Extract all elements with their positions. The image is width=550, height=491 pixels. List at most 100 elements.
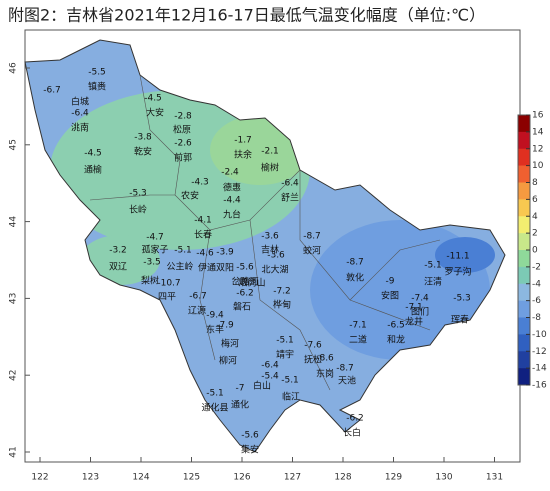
- station-value: -5.1: [424, 261, 442, 271]
- station-value: -4.5: [144, 94, 162, 104]
- station-name: 敦化: [346, 272, 364, 284]
- station-value: -7.1: [349, 321, 367, 331]
- colorbar-segment: [518, 148, 530, 166]
- station-name: 公主岭: [166, 261, 193, 273]
- colorbar-tick-label: -12: [532, 347, 547, 357]
- station-value: -4.6: [196, 249, 214, 259]
- colorbar-segment: [518, 250, 530, 268]
- station-name: 东岗: [316, 368, 334, 380]
- station-name: 安图: [381, 290, 399, 302]
- colorbar-tick-label: 10: [532, 161, 544, 171]
- station-name: 德惠: [223, 182, 241, 194]
- station-name: 桦甸: [273, 299, 291, 311]
- colorbar-tick-label: 4: [532, 212, 538, 222]
- station-name: 临江: [282, 391, 300, 403]
- colorbar-segment: [518, 300, 530, 318]
- station-name: 图们: [411, 306, 429, 318]
- station-name: 农安: [181, 190, 199, 202]
- colorbar-segment: [518, 283, 530, 301]
- station-name: 集安: [241, 444, 259, 456]
- station-name: 抚松: [304, 354, 322, 366]
- colorbar-tick-label: 14: [532, 127, 544, 137]
- colorbar-tick-label: -2: [532, 262, 541, 272]
- station-name: 通榆: [84, 164, 102, 176]
- station-value: -3.6: [261, 232, 279, 242]
- x-tick-label: 129: [385, 473, 402, 483]
- station-value: -7.1: [405, 303, 423, 313]
- station-value: -5.3: [453, 294, 471, 304]
- station-value: -9.4: [206, 311, 224, 321]
- y-tick-label: 43: [9, 293, 19, 304]
- station-value: -7.4: [411, 294, 429, 304]
- station-name: 东丰: [206, 324, 224, 336]
- colorbar-tick-label: -14: [532, 364, 547, 374]
- colorbar-segment: [518, 266, 530, 285]
- station-name: 珲春: [451, 314, 469, 326]
- station-name: 磐石: [233, 301, 251, 313]
- station-name: 二道: [349, 334, 367, 346]
- station-name: 蛟河: [303, 245, 321, 257]
- station-value: -4.3: [191, 178, 209, 188]
- station-value: -6.7: [189, 292, 207, 302]
- colorbar-segment: [518, 351, 530, 369]
- title: 附图2：吉林省2021年12月16-17日最低气温变化幅度（单位:℃）: [8, 6, 485, 25]
- station-value: -8.6: [316, 354, 334, 364]
- colorbar-tick-label: -10: [532, 330, 547, 340]
- station-name: 舒兰: [281, 192, 299, 204]
- station-name: 长岭: [129, 204, 147, 216]
- x-tick-label: 125: [183, 473, 200, 483]
- colorbar-tick-label: 8: [532, 178, 538, 188]
- colorbar-segment: [518, 368, 530, 386]
- x-tick-label: 124: [132, 473, 149, 483]
- station-value: -6.2: [346, 414, 364, 424]
- colorbar-segment: [518, 115, 530, 133]
- station-value: -2.1: [261, 147, 279, 157]
- station-value: -7.9: [216, 321, 234, 331]
- station-value: -6.4: [281, 179, 299, 189]
- station-name: 前郭: [174, 152, 192, 164]
- station-value: -4.1: [194, 216, 212, 226]
- station-value: -4.4: [223, 196, 241, 206]
- station-name: 九台: [223, 209, 241, 221]
- station-value: -7.2: [273, 287, 291, 297]
- station-name: 伊通: [198, 262, 216, 274]
- station-value: -6.5: [387, 321, 405, 331]
- station-value: -3.8: [134, 133, 152, 143]
- station-name: 岔路河: [231, 276, 258, 288]
- station-name: 龙井: [405, 316, 423, 328]
- colorbar-segment: [518, 131, 530, 150]
- station-value: -5.3: [129, 189, 147, 199]
- y-tick-label: 45: [9, 139, 19, 150]
- station-value: -3.6: [267, 251, 285, 261]
- station-value: -5.6: [236, 263, 254, 273]
- station-name: 长春: [194, 229, 212, 241]
- station-value: -1.7: [234, 136, 252, 146]
- station-name: 梨树: [141, 275, 159, 287]
- colorbar-segment: [518, 334, 530, 352]
- station-name: 罗子沟: [444, 266, 471, 278]
- station-value: -8.7: [336, 364, 354, 374]
- station-name: 天池: [338, 375, 356, 387]
- x-tick-label: 126: [233, 473, 250, 483]
- station-value: -2.6: [174, 139, 192, 149]
- station-name: 吉林: [261, 244, 279, 256]
- station-value: -5.1: [281, 376, 299, 386]
- colorbar-tick-label: -4: [532, 279, 541, 289]
- station-name: 双阳: [216, 263, 234, 274]
- station-value: -10.7: [157, 279, 180, 289]
- station-name: 扶余: [234, 149, 252, 161]
- station-value: -3.5: [143, 258, 161, 268]
- colorbar-segment: [518, 317, 530, 335]
- colorbar-segment: [518, 165, 530, 183]
- station-name: 洮南: [71, 122, 89, 134]
- colorbar-tick-label: 2: [532, 229, 538, 239]
- station-name: 长白: [343, 427, 361, 439]
- station-value: -6.2: [236, 289, 254, 299]
- station-name: 孤家子: [141, 244, 168, 256]
- x-tick-label: 128: [334, 473, 351, 483]
- station-value: -3.2: [109, 246, 127, 256]
- colorbar-tick-label: 6: [532, 195, 538, 205]
- colorbar-segment: [518, 182, 530, 200]
- county-borders: [89, 74, 441, 391]
